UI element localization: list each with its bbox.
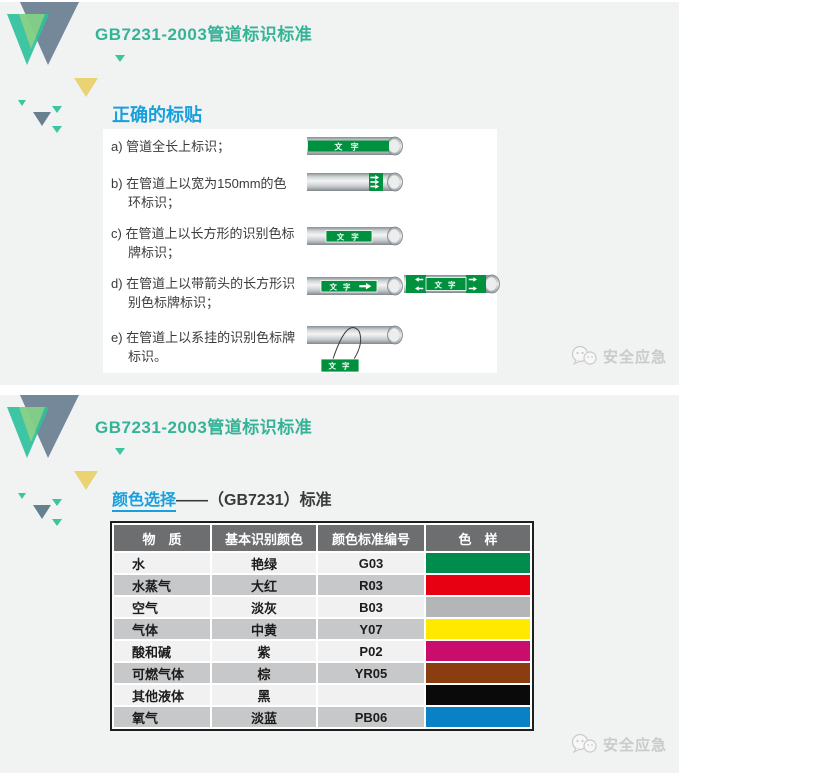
watermark: 安全应急 [570,345,667,367]
list-item-d: d) 在管道上以带箭头的长方形识 别色标牌标识； [111,276,296,310]
column-header-color-name: 基本识别颜色 [212,525,316,551]
table-row: 可燃气体 棕 YR05 [114,663,530,683]
section-title-rest-part: ——（GB7231）标准 [176,492,332,509]
pipe-label: 文 字 [434,280,457,290]
cell-substance: 酸和碱 [114,641,210,661]
pipe-label: 文 字 [334,142,361,152]
table-row: 酸和碱 紫 P02 [114,641,530,661]
corner-triangles-decoration [7,2,79,65]
triangle-icon [74,78,98,97]
cell-color-code: PB06 [318,707,424,727]
pipe-illustration-full-length: 文 字 [307,136,403,156]
pipe-label: 文 字 [337,232,362,242]
color-swatch [426,663,530,683]
cell-color-name: 中黄 [212,619,316,639]
cell-color-name: 紫 [212,641,316,661]
cell-color-name: 淡灰 [212,597,316,617]
cell-substance: 水 [114,553,210,573]
watermark: 安全应急 [570,733,667,755]
cell-color-name: 大红 [212,575,316,595]
slide-header-title: GB7231-2003管道标识标准 [95,418,313,437]
table-row: 气体 中黄 Y07 [114,619,530,639]
cell-substance: 氧气 [114,707,210,727]
color-swatch [426,685,530,705]
triangle-icon [52,126,62,133]
cell-color-name: 棕 [212,663,316,683]
cell-color-code: B03 [318,597,424,617]
triangle-icon [18,493,26,499]
color-swatch [426,707,530,727]
pipe-illustration-color-ring [307,172,403,192]
triangle-icon [33,505,51,519]
pipe-illustration-hanging-tag: 文 字 [307,325,403,373]
table-row: 氧气 淡蓝 PB06 [114,707,530,727]
cell-color-code: G03 [318,553,424,573]
section-title-correct-labeling: 正确的标贴 [112,105,202,125]
cell-color-name: 淡蓝 [212,707,316,727]
triangle-icon [18,100,26,106]
pipe-illustration-arrow-rings: 文 字 [404,274,500,294]
color-swatch [426,553,530,573]
color-swatch [426,619,530,639]
chat-bubbles-icon [571,345,597,366]
cell-color-code [318,685,424,705]
triangle-icon [52,106,62,113]
slide-1: GB7231-2003管道标识标准 正确的标贴 a) 管道全长上标识； b) 在… [0,2,679,385]
cell-color-code: P02 [318,641,424,661]
table-row: 水蒸气 大红 R03 [114,575,530,595]
slide-header-title: GB7231-2003管道标识标准 [95,25,313,44]
list-item-b: b) 在管道上以宽为150mm的色 环标识； [111,176,287,210]
triangle-icon [33,112,51,126]
section-title-color-selection: 颜色选择——（GB7231）标准 [112,486,332,512]
pipe-label: 文 字 [328,361,351,371]
pipe-illustration-arrow-plate: 文 字 [307,276,403,296]
table-header-row: 物 质 基本识别颜色 颜色标准编号 色 样 [114,525,530,551]
cell-color-name: 艳绿 [212,553,316,573]
cell-color-code: Y07 [318,619,424,639]
cell-substance: 气体 [114,619,210,639]
color-swatch [426,575,530,595]
list-item-e: e) 在管道上以系挂的识别色标牌 标识。 [111,330,296,364]
color-swatch [426,597,530,617]
cell-color-code: YR05 [318,663,424,683]
pipe-label: 文 字 [329,282,352,292]
triangle-icon [115,55,125,62]
color-standard-table: 物 质 基本识别颜色 颜色标准编号 色 样 水 艳绿 G03 水蒸气 大红 R0… [110,521,534,731]
list-item-c: c) 在管道上以长方形的识别色标 牌标识； [111,226,295,260]
content-panel: a) 管道全长上标识； b) 在管道上以宽为150mm的色 环标识； c) 在管… [103,129,500,373]
cell-substance: 其他液体 [114,685,210,705]
triangle-icon [52,499,62,506]
cell-color-name: 黑 [212,685,316,705]
table-row: 水 艳绿 G03 [114,553,530,573]
watermark-label: 安全应急 [602,348,667,366]
triangle-icon [74,471,98,490]
cell-substance: 可燃气体 [114,663,210,683]
cell-substance: 空气 [114,597,210,617]
corner-triangles-decoration [7,395,79,458]
pipe-illustration-rect-plate: 文 字 [307,226,403,246]
slide-2: GB7231-2003管道标识标准 颜色选择——（GB7231）标准 物 质 基… [0,395,679,773]
chat-bubbles-icon [571,733,597,754]
cell-color-code: R03 [318,575,424,595]
table-row: 其他液体 黑 [114,685,530,705]
cell-substance: 水蒸气 [114,575,210,595]
list-item-a: a) 管道全长上标识； [111,139,231,154]
column-header-substance: 物 质 [114,525,210,551]
watermark-label: 安全应急 [602,736,667,754]
triangle-icon [52,519,62,526]
column-header-color-code: 颜色标准编号 [318,525,424,551]
color-swatch [426,641,530,661]
section-title-blue-part: 颜色选择 [112,492,177,512]
triangle-icon [115,448,125,455]
column-header-swatch: 色 样 [426,525,530,551]
table-row: 空气 淡灰 B03 [114,597,530,617]
